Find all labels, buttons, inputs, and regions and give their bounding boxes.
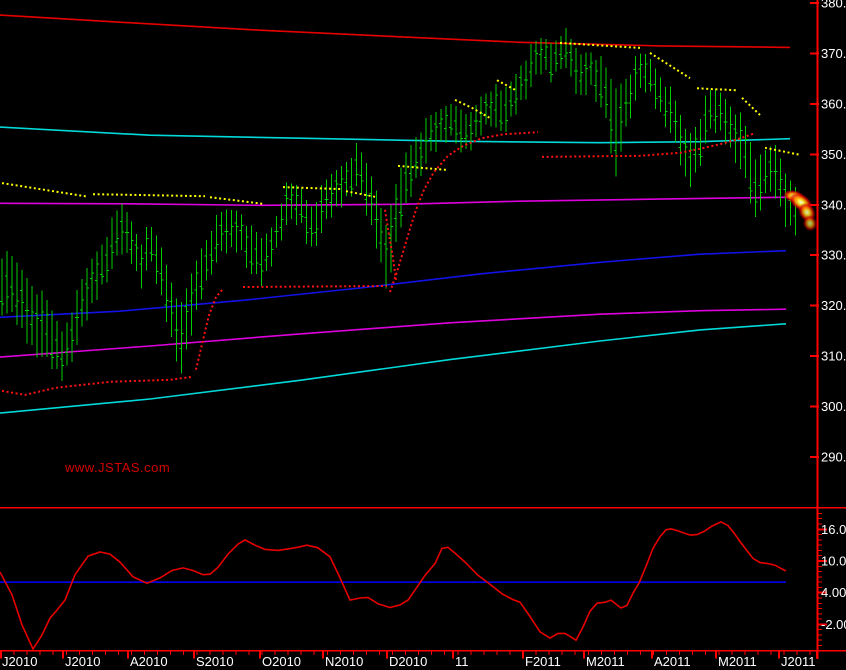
- time-axis-labels: J2010 J2010 A2010 S2010 O2010 N2010 D2010 11 F20…: [2, 654, 815, 669]
- time-tick-label: J2010: [2, 654, 37, 669]
- price-tick-label: 310.00: [821, 349, 846, 364]
- price-tick-label: 340.00: [821, 197, 846, 212]
- price-tick-label: 320.00: [821, 298, 846, 313]
- price-axis-labels: 380.00 370.00 360.00 350.00 340.00 330.00 320.…: [821, 0, 846, 632]
- time-tick-label: J2011: [781, 654, 815, 669]
- price-tick-label: 300.00: [821, 399, 846, 414]
- time-tick-label: N2010: [325, 654, 363, 669]
- price-overlay-lines: [0, 14, 791, 414]
- time-tick-label: S2010: [196, 654, 234, 669]
- price-tick-label: 330.00: [821, 248, 846, 263]
- price-tick-label: 290.00: [821, 449, 846, 464]
- time-tick-label: F2011: [525, 654, 561, 669]
- price-tick-label: 360.00: [821, 96, 846, 111]
- time-tick-label: A2011: [654, 654, 691, 669]
- indicator-panel[interactable]: [0, 521, 787, 651]
- indicator-tick-label: 16.00: [821, 522, 846, 537]
- price-tick-label: 350.00: [821, 147, 846, 162]
- time-tick-label: 11: [455, 654, 469, 669]
- indicator-tick-label: -2.00: [821, 617, 846, 632]
- time-tick-label: D2010: [389, 654, 427, 669]
- time-tick-label: O2010: [262, 654, 301, 669]
- dotted-trails: [1, 41, 801, 396]
- indicator-tick-label: 10.00: [821, 554, 846, 569]
- time-tick-label: A2010: [130, 654, 168, 669]
- price-bars: [0, 28, 798, 382]
- time-tick-label: J2010: [65, 654, 100, 669]
- watermark: www.JSTAS.com: [65, 460, 171, 475]
- price-tick-label: 380.00: [821, 0, 846, 11]
- price-tick-label: 370.00: [821, 46, 846, 61]
- time-tick-label: M2011: [586, 654, 625, 669]
- indicator-tick-label: 4.00: [821, 585, 846, 600]
- flame-marker: [783, 189, 818, 232]
- time-tick-label: M2011: [718, 654, 757, 669]
